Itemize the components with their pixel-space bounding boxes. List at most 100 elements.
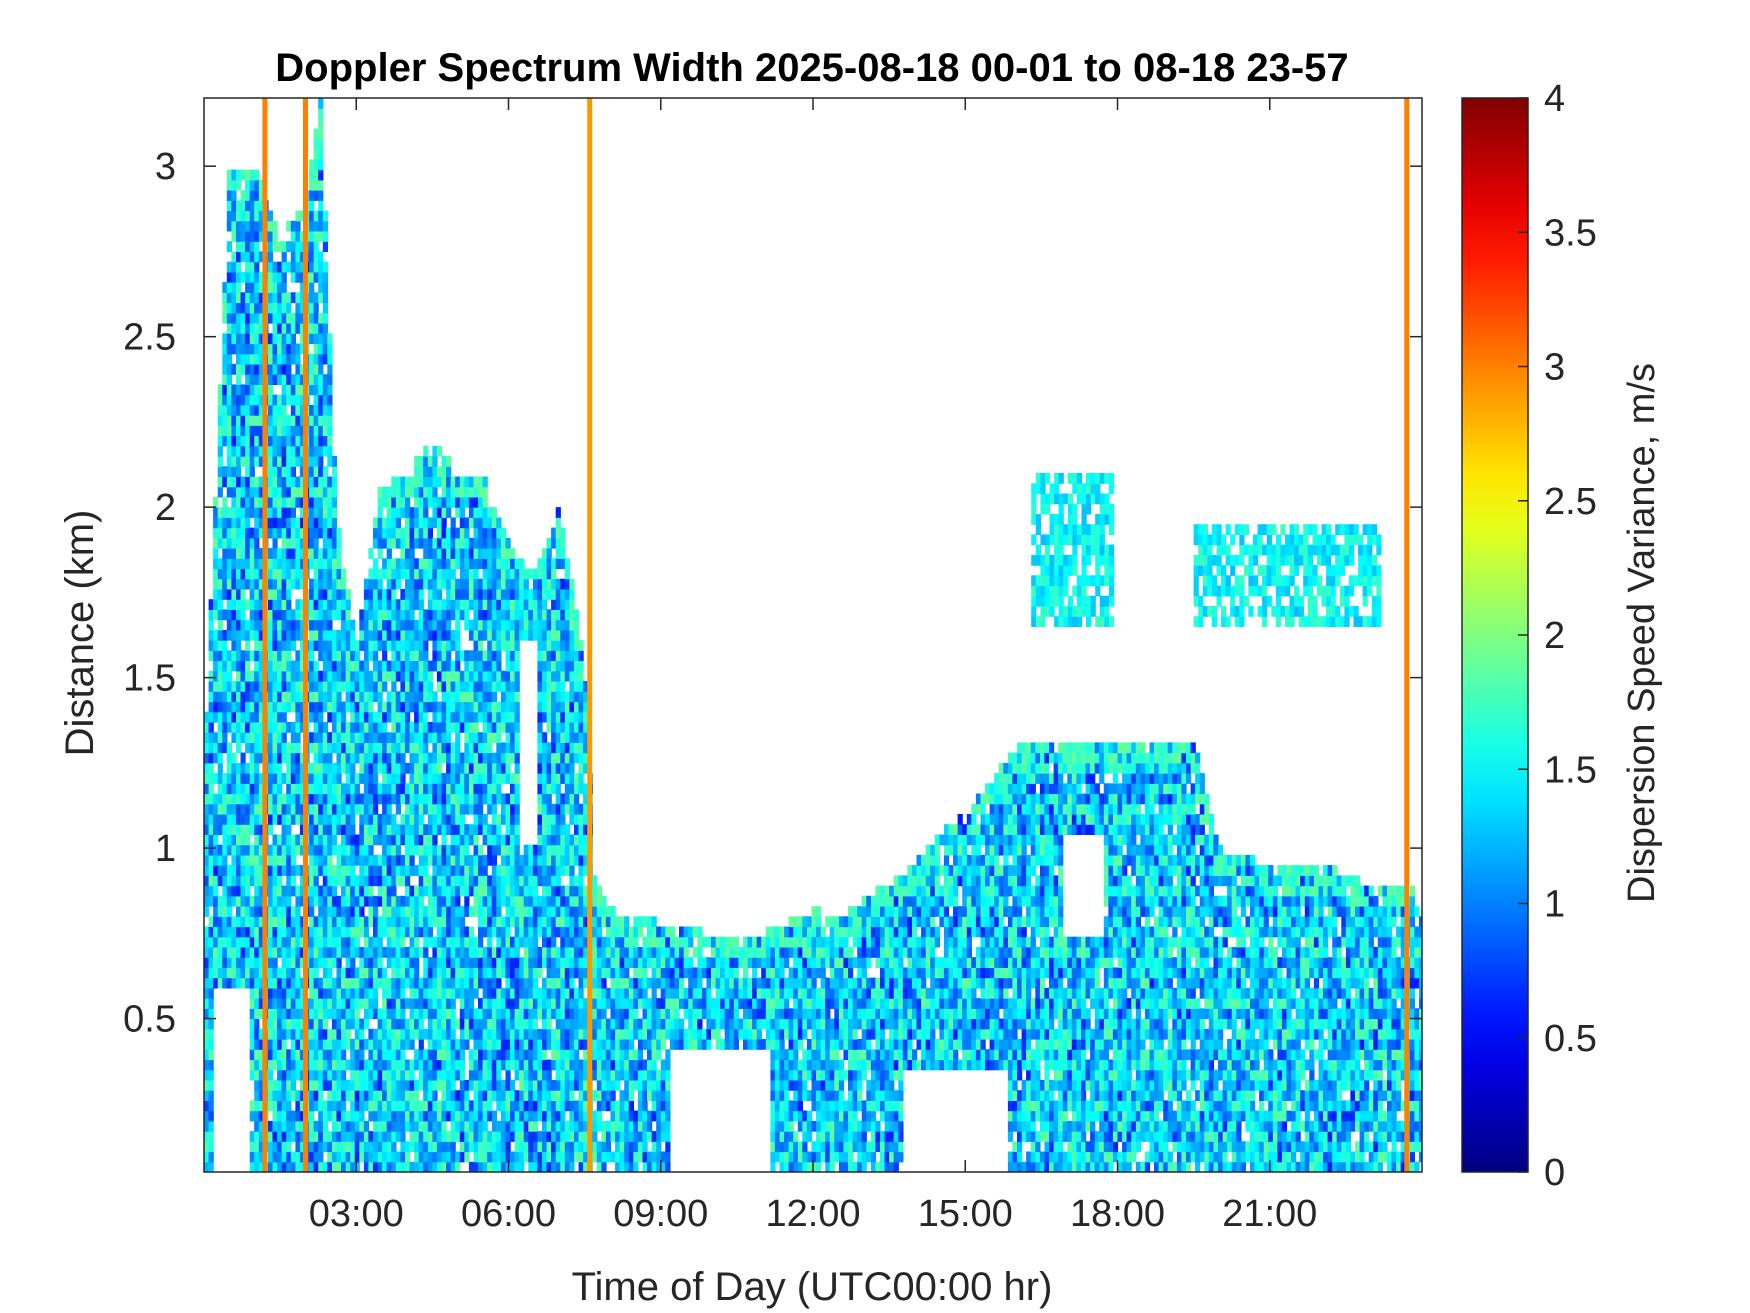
heatmap-cell — [414, 1008, 420, 1020]
heatmap-cell — [519, 589, 525, 600]
heatmap-cell — [542, 1151, 548, 1163]
heatmap-cell — [382, 589, 388, 600]
heatmap-cell — [354, 1069, 360, 1081]
heatmap-cell — [299, 466, 306, 477]
heatmap-cell — [405, 650, 411, 662]
heatmap-cell — [286, 476, 292, 488]
heatmap-cell — [336, 1049, 342, 1061]
heatmap-cell — [258, 926, 264, 938]
heatmap-cell — [391, 773, 397, 784]
heatmap-cell — [455, 1018, 461, 1030]
heatmap-cell — [400, 711, 406, 723]
heatmap-cell — [290, 1049, 296, 1061]
heatmap-cell — [222, 507, 228, 518]
heatmap-cell — [345, 998, 351, 1009]
heatmap-cell — [231, 537, 237, 549]
heatmap-cell — [286, 916, 292, 928]
heatmap-cell — [500, 629, 507, 641]
heatmap-cell — [386, 1079, 392, 1091]
heatmap-cell — [395, 977, 401, 989]
heatmap-cell — [281, 854, 287, 866]
heatmap-cell — [537, 660, 543, 672]
heatmap-cell — [213, 977, 219, 989]
heatmap-cell — [309, 599, 315, 610]
heatmap-cell — [267, 814, 274, 825]
heatmap-cell — [478, 824, 484, 835]
heatmap-cell — [382, 640, 388, 651]
heatmap-cell — [459, 568, 465, 580]
heatmap-cell — [500, 1008, 507, 1020]
heatmap-cell — [313, 190, 319, 201]
heatmap-cell — [414, 906, 420, 917]
heatmap-cell — [418, 844, 424, 856]
heatmap-cell — [222, 384, 228, 396]
heatmap-cell — [441, 1090, 447, 1101]
heatmap-cell — [391, 578, 397, 590]
heatmap-cell — [245, 251, 251, 263]
heatmap-cell — [331, 578, 338, 590]
heatmap-cell — [382, 752, 388, 764]
heatmap-cell — [537, 640, 543, 651]
heatmap-cell — [222, 732, 228, 743]
heatmap-cell — [450, 834, 456, 846]
heatmap-cell — [400, 599, 406, 610]
heatmap-cell — [514, 824, 520, 835]
heatmap-cell — [313, 936, 319, 948]
heatmap-cell — [542, 936, 548, 948]
heatmap-cell — [341, 1090, 347, 1101]
heatmap-cell — [236, 333, 242, 345]
heatmap-cell — [322, 1028, 328, 1040]
heatmap-cell — [532, 1131, 539, 1142]
heatmap-cell — [537, 947, 543, 958]
heatmap-cell — [409, 1110, 415, 1122]
heatmap-cell — [496, 793, 502, 805]
heatmap-cell — [245, 926, 251, 938]
heatmap-cell — [318, 374, 324, 385]
heatmap-cell — [446, 824, 452, 835]
heatmap-cell — [405, 496, 411, 508]
heatmap-cell — [441, 936, 447, 948]
heatmap-cell — [373, 1161, 379, 1172]
heatmap-cell — [464, 1018, 470, 1030]
heatmap-cell — [500, 957, 507, 968]
heatmap-cell — [478, 947, 484, 958]
heatmap-cell — [341, 1120, 347, 1132]
heatmap-cell — [281, 681, 287, 692]
heatmap-cell — [318, 885, 324, 897]
heatmap-cell — [336, 762, 342, 774]
heatmap-cell — [441, 711, 447, 723]
heatmap-cell — [249, 190, 255, 201]
heatmap-cell — [231, 333, 237, 345]
heatmap-cell — [482, 568, 488, 580]
heatmap-cell — [436, 742, 443, 754]
heatmap-cell — [455, 537, 461, 549]
heatmap-cell — [373, 742, 379, 754]
heatmap-cell — [258, 619, 264, 631]
heatmap-cell — [295, 977, 301, 989]
heatmap-cell — [441, 517, 447, 529]
heatmap-cell — [350, 640, 356, 651]
heatmap-cell — [496, 1161, 502, 1172]
heatmap-cell — [482, 947, 488, 958]
heatmap-cell — [286, 527, 292, 539]
heatmap-cell — [386, 527, 392, 539]
heatmap-cell — [222, 302, 228, 314]
heatmap-cell — [478, 496, 484, 508]
heatmap-cell — [336, 742, 342, 754]
heatmap-cell — [309, 558, 315, 570]
heatmap-cell — [309, 496, 315, 508]
heatmap-cell — [272, 568, 278, 580]
heatmap-cell — [213, 926, 219, 938]
heatmap-cell — [240, 947, 246, 958]
heatmap-cell — [487, 568, 493, 580]
heatmap-cell — [336, 640, 342, 651]
heatmap-cell — [427, 1069, 433, 1081]
heatmap-cell — [368, 814, 374, 825]
heatmap-cell — [272, 241, 278, 252]
heatmap-cell — [455, 670, 461, 682]
heatmap-cell — [295, 517, 301, 529]
heatmap-cell — [290, 476, 296, 488]
heatmap-cell — [455, 742, 461, 754]
heatmap-cell — [208, 1018, 214, 1030]
heatmap-cell — [505, 957, 511, 968]
